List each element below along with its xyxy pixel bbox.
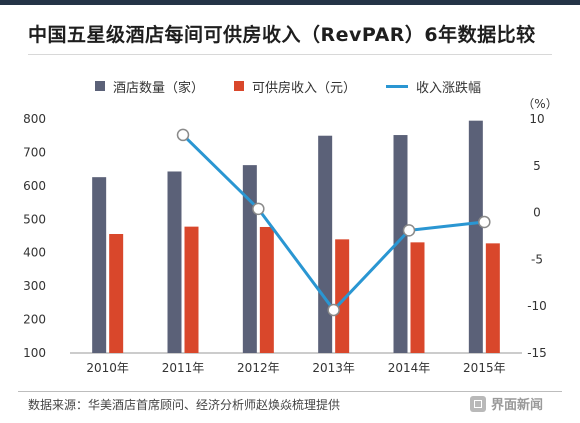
- x-tick-label: 2011年: [162, 361, 205, 375]
- y-right-tick-label: 5: [533, 159, 541, 173]
- y-right-tick-label: -5: [531, 252, 543, 266]
- legend-item-revenue: 可供房收入（元）: [234, 77, 356, 96]
- x-tick-label: 2013年: [312, 361, 355, 375]
- legend-label-growth: 收入涨跌幅: [416, 80, 482, 96]
- footer-divider: [18, 391, 562, 392]
- y-left-tick-label: 500: [23, 212, 46, 226]
- legend-swatch-revenue: [234, 81, 245, 91]
- y-left-tick-label: 700: [23, 145, 46, 159]
- y-right-tick-label: 0: [533, 206, 541, 220]
- brand-name: 界面新闻: [491, 398, 544, 413]
- legend-swatch-growth: [386, 84, 409, 88]
- bar-revenue: [485, 243, 500, 353]
- bar-hotels: [92, 177, 107, 353]
- chart-title: 中国五星级酒店每间可供房收入（RevPAR）6年数据比较: [28, 24, 536, 46]
- growth-point: [176, 128, 190, 142]
- y-left-tick-label: 800: [23, 112, 46, 126]
- growth-point: [252, 202, 265, 216]
- bar-hotels: [393, 135, 408, 353]
- x-tick-label: 2010年: [86, 361, 129, 375]
- legend-item-growth: 收入涨跌幅: [386, 77, 481, 96]
- y-left-tick-label: 600: [23, 179, 46, 193]
- title-divider: [28, 54, 552, 55]
- legend-item-hotels: 酒店数量（家）: [95, 77, 204, 96]
- bar-hotels: [167, 171, 182, 353]
- brand-icon: [470, 395, 486, 412]
- y-right-unit-label: （%）: [522, 97, 557, 111]
- source-note: 数据来源：华美酒店首席顾问、经济分析师赵焕焱梳理提供: [28, 398, 341, 412]
- bar-revenue: [410, 242, 425, 353]
- bar-revenue: [259, 226, 274, 353]
- bar-hotels: [468, 120, 483, 354]
- y-left-tick-label: 300: [23, 279, 46, 293]
- bar-hotels: [318, 135, 333, 353]
- growth-line: [181, 133, 485, 312]
- bar-revenue: [335, 239, 350, 353]
- bar-hotels: [242, 165, 257, 353]
- legend-label-revenue: 可供房收入（元）: [252, 80, 357, 96]
- growth-point: [327, 303, 340, 317]
- y-left-tick-label: 200: [23, 313, 46, 327]
- y-right-tick-label: -15: [527, 346, 547, 360]
- top-accent-bar: [0, 0, 580, 5]
- growth-point: [478, 215, 491, 229]
- legend-label-hotels: 酒店数量（家）: [113, 80, 205, 96]
- chart-legend: 酒店数量（家） 可供房收入（元） 收入涨跌幅: [95, 76, 511, 96]
- x-tick-label: 2012年: [237, 361, 280, 375]
- y-right-tick-label: 10: [529, 112, 544, 126]
- y-right-tick-label: -10: [527, 299, 547, 313]
- bar-revenue: [109, 233, 124, 353]
- bar-revenue: [184, 226, 199, 353]
- x-tick-label: 2014年: [388, 361, 431, 375]
- x-tick-label: 2015年: [463, 361, 506, 375]
- legend-swatch-hotels: [95, 81, 105, 91]
- growth-point: [402, 224, 416, 237]
- y-left-tick-label: 400: [23, 246, 46, 260]
- y-left-tick-label: 100: [23, 346, 46, 360]
- brand-logo: 界面新闻: [470, 394, 543, 413]
